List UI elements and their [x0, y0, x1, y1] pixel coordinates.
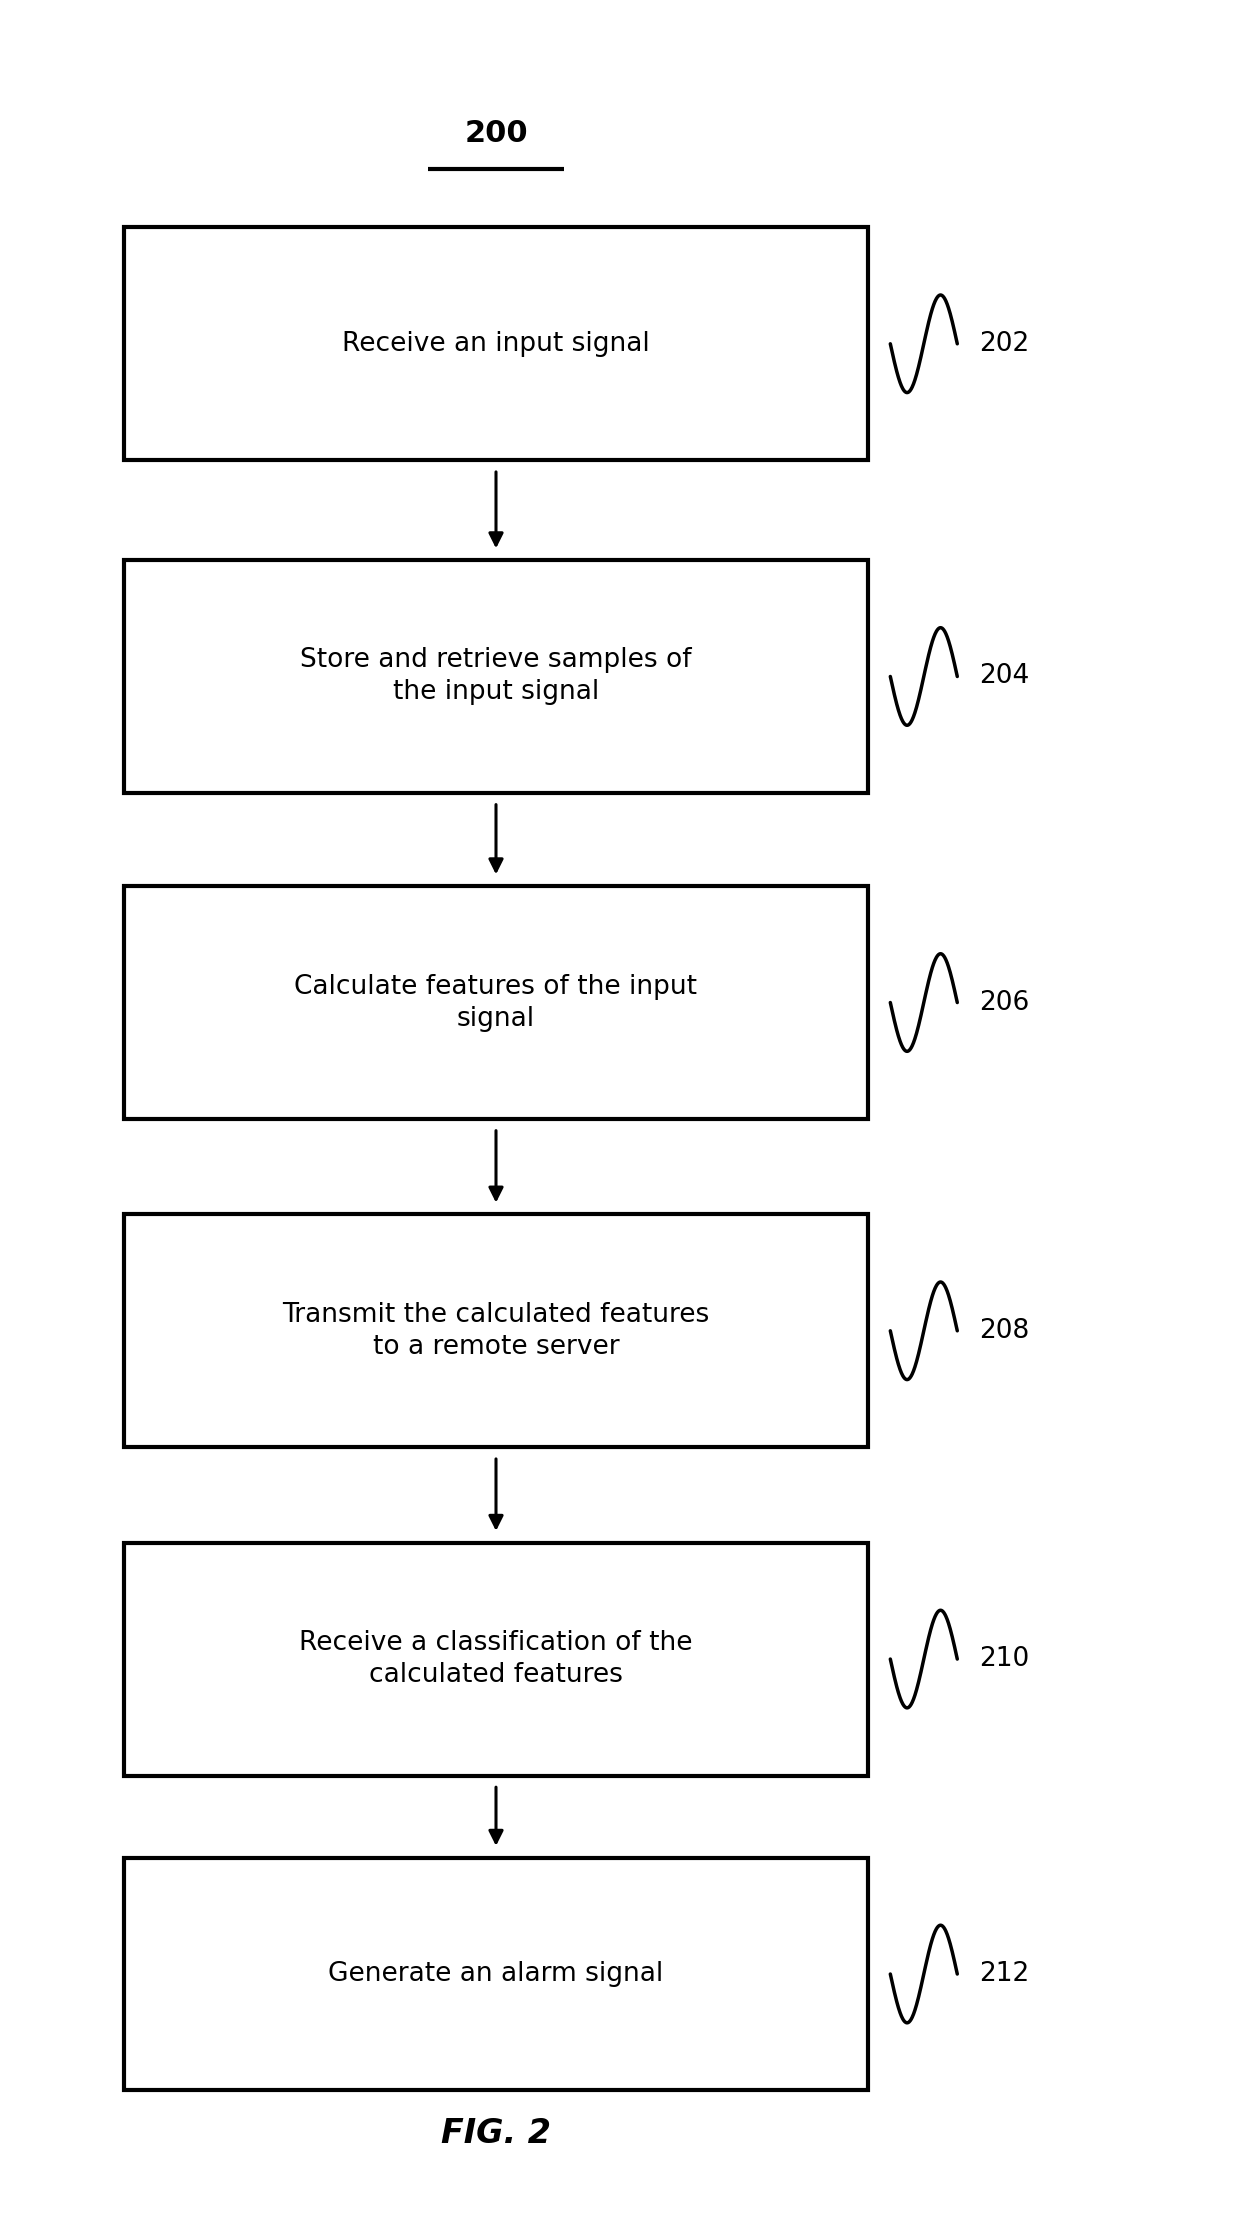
- Text: 212: 212: [980, 1961, 1030, 1987]
- Text: Receive an input signal: Receive an input signal: [342, 330, 650, 357]
- Text: Calculate features of the input
signal: Calculate features of the input signal: [294, 974, 697, 1031]
- Text: Generate an alarm signal: Generate an alarm signal: [329, 1961, 663, 1987]
- Bar: [124, 228, 868, 461]
- Text: FIG. 2: FIG. 2: [441, 2118, 551, 2149]
- Text: 204: 204: [980, 663, 1030, 690]
- Text: Receive a classification of the
calculated features: Receive a classification of the calculat…: [299, 1630, 693, 1688]
- Bar: [124, 1544, 868, 1774]
- Text: Transmit the calculated features
to a remote server: Transmit the calculated features to a re…: [283, 1302, 709, 1360]
- Bar: [124, 1215, 868, 1446]
- Text: Store and retrieve samples of
the input signal: Store and retrieve samples of the input …: [300, 648, 692, 705]
- Bar: [124, 887, 868, 1118]
- Text: 208: 208: [980, 1317, 1030, 1344]
- Bar: [124, 561, 868, 794]
- Bar: [124, 1859, 868, 2089]
- Text: 206: 206: [980, 989, 1030, 1016]
- Text: 202: 202: [980, 330, 1030, 357]
- Text: 200: 200: [464, 118, 528, 149]
- Text: 210: 210: [980, 1646, 1030, 1672]
